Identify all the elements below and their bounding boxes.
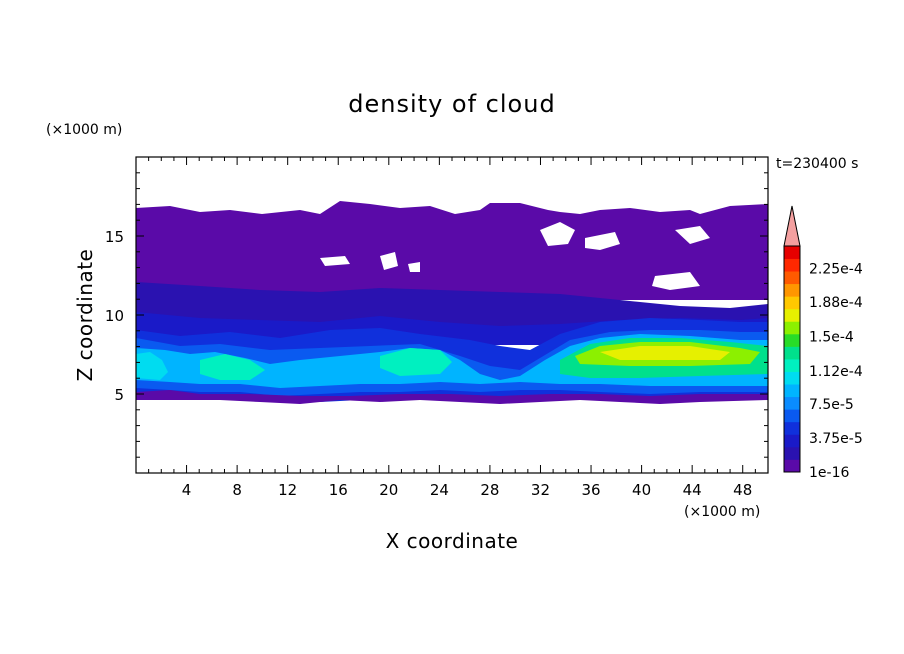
x-tick-label: 8 [232,481,242,499]
x-axis-label: X coordinate [386,529,519,553]
core-west [136,352,168,380]
colorbar-segment [784,321,800,335]
cloud-base-fringe [136,390,768,404]
core-mid [380,348,452,376]
clear-patch [320,256,350,266]
clear-patch [380,252,398,270]
colorbar: 1e-16 3.75e-5 7.5e-5 1.12e-4 1.5e-4 1.88e-4 2.… [783,205,863,481]
x-tick-label: 44 [683,481,702,499]
colorbar-segment [784,271,800,285]
colorbar-tick-label: 1.88e-4 [809,295,863,311]
clear-patch [540,222,575,246]
colorbar-segment [784,296,800,310]
colorbar-segment [784,308,800,322]
chart-title: density of cloud [348,90,555,118]
colorbar-segment [784,258,800,272]
colorbar-tick-label: 2.25e-4 [809,262,863,278]
y-unit-label: (×1000 m) [46,122,122,138]
clear-patch [652,272,700,290]
colorbar-tick-label: 1e-16 [809,465,849,481]
upper-cloud-layer [136,201,768,300]
colorbar-tick-label: 1.12e-4 [809,364,863,380]
colorbar-segment [784,421,800,435]
colorbar-segment [784,346,800,360]
mid-cloud-layer [136,282,768,330]
x-tick-label: 24 [430,481,449,499]
x-tick-label: 32 [531,481,550,499]
x-ticks: 4 8 12 16 20 24 28 32 36 40 44 48 [148,157,756,499]
x-tick-label: 4 [182,481,192,499]
colorbar-segment [784,446,800,460]
colorbar-segment [784,459,800,473]
x-tick-label: 28 [480,481,499,499]
colorbar-tick-label: 3.75e-5 [809,431,863,447]
x-tick-label: 12 [278,481,297,499]
colorbar-over-arrow [783,205,801,247]
colorbar-segment [784,371,800,385]
colorbar-tick-label: 7.5e-5 [809,397,854,413]
y-ticks: 5 10 15 [105,172,768,458]
x-unit-label: (×1000 m) [684,504,760,520]
y-tick-label: 10 [105,307,124,325]
y-tick-label: 15 [105,228,124,246]
time-label: t=230400 s [776,156,858,172]
y-tick-label: 5 [114,386,124,404]
clear-patch [408,262,420,272]
x-tick-label: 16 [329,481,348,499]
colorbar-segment [784,333,800,347]
clear-patch [585,232,620,250]
x-tick-label: 48 [733,481,752,499]
clear-patch [675,226,710,244]
core-east-inner [600,346,730,360]
colorbar-segment [784,246,800,259]
colorbar-segment [784,359,800,372]
x-tick-label: 20 [379,481,398,499]
x-tick-label: 40 [632,481,651,499]
colorbar-segment [784,283,800,297]
core-mid-west [200,354,265,380]
plot-area [136,201,768,404]
colorbar-frame [783,245,801,473]
colorbar-tick-label: 1.5e-4 [809,329,854,345]
colorbar-segment [784,384,800,398]
x-tick-label: 36 [581,481,600,499]
colorbar-segment [784,396,800,410]
y-axis-label: Z coordinate [73,249,97,382]
colorbar-segment [784,409,800,423]
colorbar-segment [784,434,800,448]
